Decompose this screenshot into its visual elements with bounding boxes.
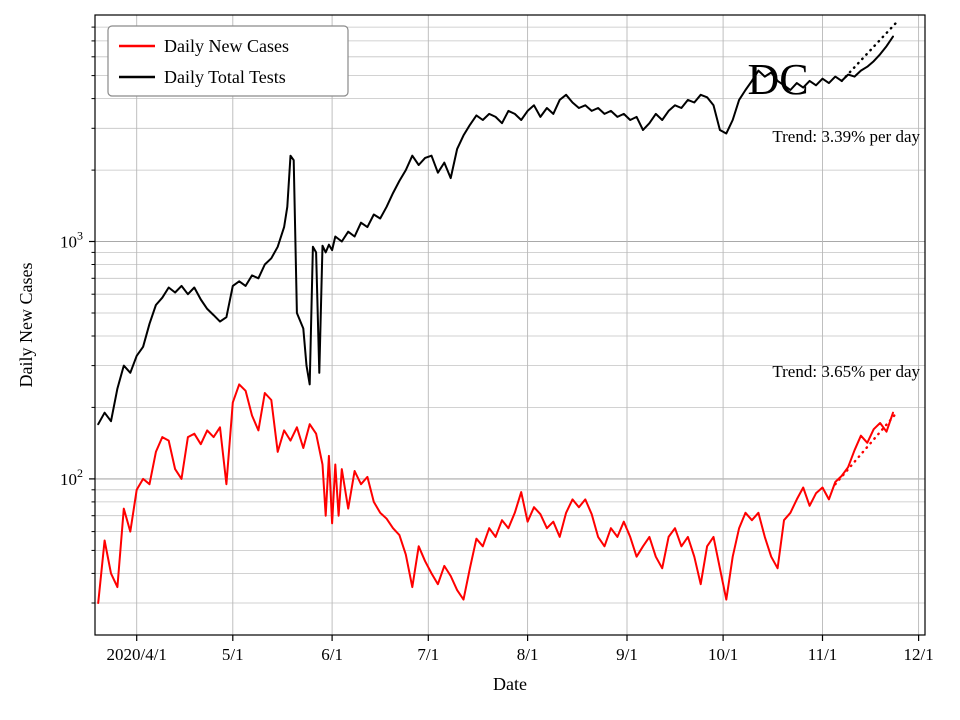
legend-entry-label: Daily New Cases [164,36,289,56]
y-tick-label: 102 [60,466,83,489]
x-tick-label: 5/1 [222,645,244,664]
x-tick-label: 9/1 [616,645,638,664]
x-axis-label: Date [493,674,527,694]
x-tick-label: 11/1 [808,645,838,664]
x-tick-label: 2020/4/1 [106,645,166,664]
annotation-cases-trend: Trend: 3.65% per day [772,362,920,381]
x-gridlines [136,15,920,635]
x-tick-label: 8/1 [517,645,539,664]
trend-line-cases-trend [834,412,898,486]
plot-background [95,15,925,635]
y-gridlines [95,26,925,604]
x-tick-label: 12/1 [903,645,933,664]
series-line-daily-total-tests [97,35,894,426]
series-line-daily-new-cases [97,383,894,604]
legend-box [107,25,349,97]
y-axis: 102 103 [60,26,95,604]
watermark: DC [747,55,808,104]
x-tick-label: 7/1 [417,645,439,664]
legend-entry-label: Daily Total Tests [164,67,286,87]
x-tick-label: 10/1 [708,645,738,664]
x-tick-label: 6/1 [321,645,343,664]
y-tick-label: 103 [60,229,83,252]
trend-line-tests-trend [840,21,898,83]
y-axis-label: Daily New Cases [16,263,36,388]
plot-border [94,14,926,636]
annotation-tests-trend: Trend: 3.39% per day [772,127,920,146]
x-axis: 2020/4/1 5/1 6/1 7/1 8/1 9/1 10/1 11/1 12/1 [106,635,934,664]
legend: Daily New Cases Daily Total Tests [107,25,349,97]
